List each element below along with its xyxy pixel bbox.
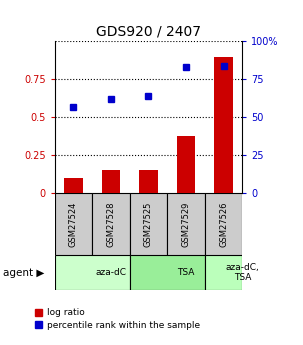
Bar: [214, 57, 233, 193]
Bar: [55, 193, 92, 255]
Text: TSA: TSA: [177, 268, 195, 277]
Bar: [205, 255, 242, 290]
Text: agent ▶: agent ▶: [3, 268, 45, 277]
Text: GSM27525: GSM27525: [144, 201, 153, 247]
Bar: [130, 255, 205, 290]
Text: GSM27528: GSM27528: [106, 201, 115, 247]
Bar: [92, 193, 130, 255]
Bar: [55, 255, 130, 290]
Text: GSM27524: GSM27524: [69, 201, 78, 247]
Text: aza-dC: aza-dC: [95, 268, 126, 277]
Bar: [177, 136, 195, 193]
Legend: log ratio, percentile rank within the sample: log ratio, percentile rank within the sa…: [35, 308, 200, 330]
Bar: [64, 178, 83, 193]
Text: GSM27526: GSM27526: [219, 201, 228, 247]
Text: GSM27529: GSM27529: [181, 201, 191, 247]
Bar: [102, 170, 120, 193]
Bar: [167, 193, 205, 255]
Bar: [139, 170, 158, 193]
Text: aza-dC,
TSA: aza-dC, TSA: [225, 263, 259, 282]
Bar: [130, 193, 167, 255]
Title: GDS920 / 2407: GDS920 / 2407: [96, 25, 201, 39]
Bar: [205, 193, 242, 255]
